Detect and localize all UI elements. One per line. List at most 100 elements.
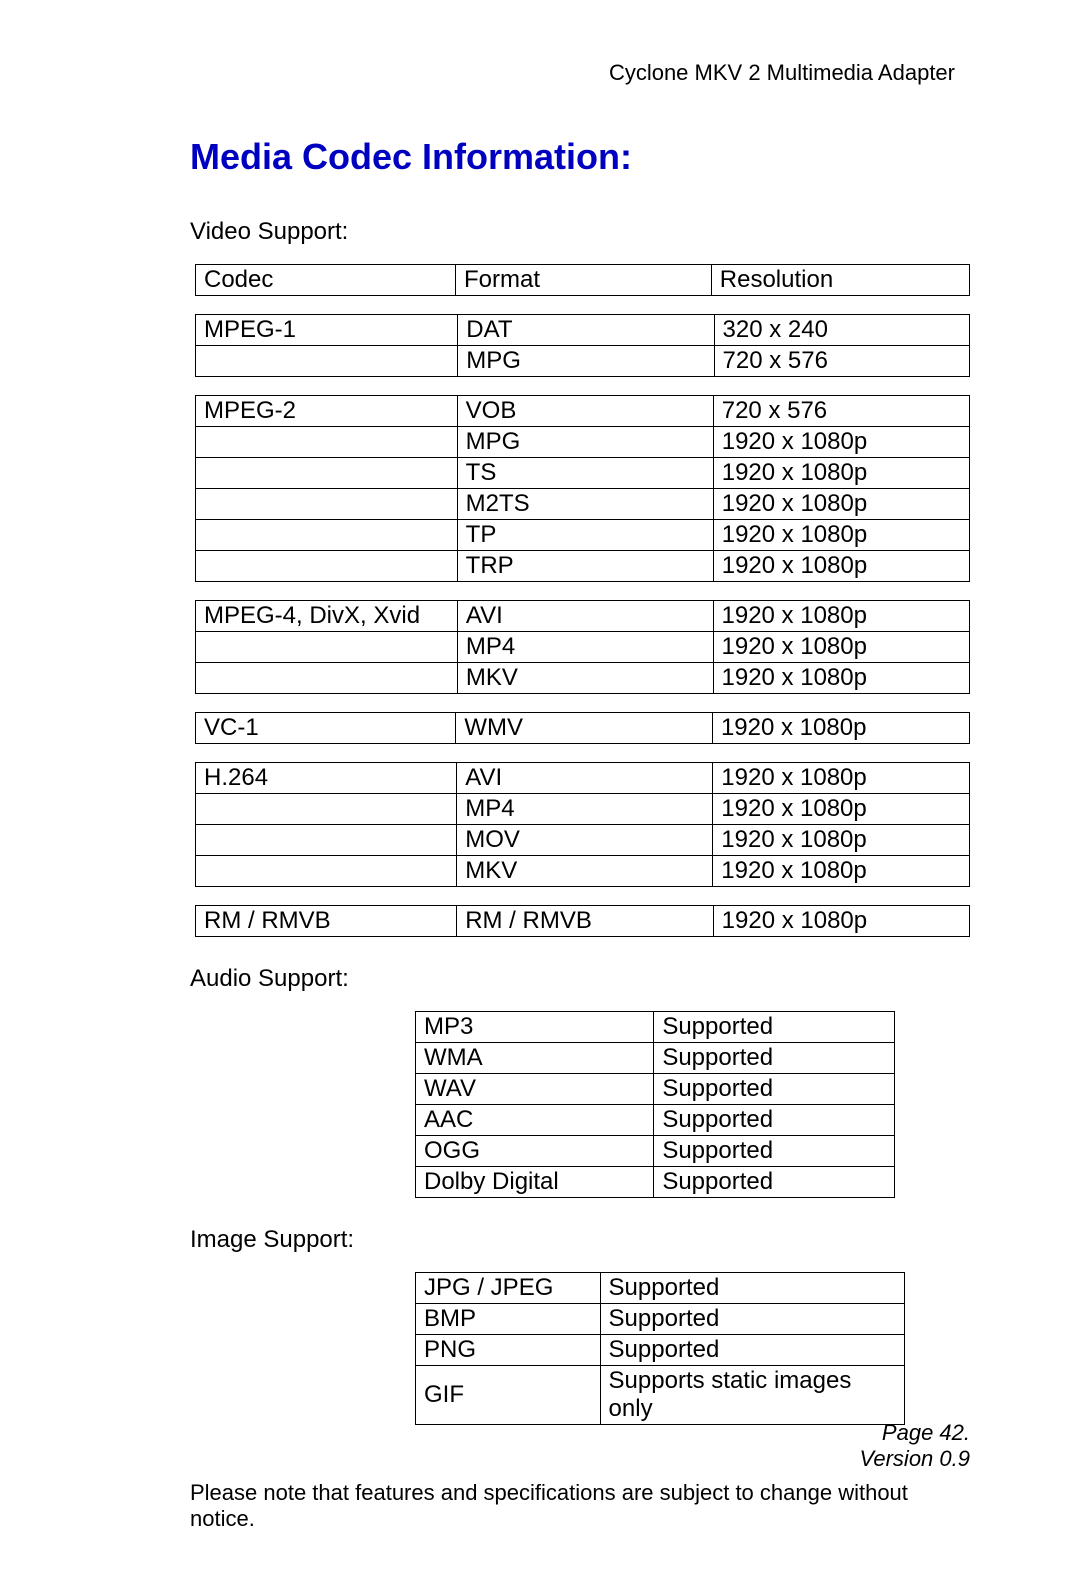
cell-codec: VC-1 [196,713,456,744]
cell-codec: MPEG-1 [196,315,458,346]
cell-audio-format: MP3 [416,1012,654,1043]
cell-format: AVI [457,763,713,794]
cell-image-support: Supported [600,1335,904,1366]
cell-image-format: PNG [416,1335,601,1366]
footnote: Please note that features and specificat… [190,1480,970,1532]
table-row: TRP1920 x 1080p [196,551,970,582]
cell-image-support: Supports static images only [600,1366,904,1425]
cell-resolution: 720 x 576 [713,396,969,427]
table-row: MPEG-1DAT320 x 240 [196,315,970,346]
cell-format: MPG [458,346,714,377]
cell-codec [196,489,458,520]
table-row: MPEG-4, DivX, XvidAVI1920 x 1080p [196,601,970,632]
video-codec-table: MPEG-1DAT320 x 240 MPG720 x 576 [195,314,970,377]
table-row: OGGSupported [416,1136,895,1167]
cell-image-support: Supported [600,1273,904,1304]
table-row: MKV1920 x 1080p [196,856,970,887]
table-row: WAVSupported [416,1074,895,1105]
cell-audio-format: WAV [416,1074,654,1105]
table-row: MKV1920 x 1080p [196,663,970,694]
cell-codec: H.264 [196,763,457,794]
footer-page: Page 42. [860,1420,970,1446]
cell-audio-support: Supported [654,1043,895,1074]
table-row: MPG720 x 576 [196,346,970,377]
cell-codec [196,632,458,663]
cell-resolution: 720 x 576 [714,346,969,377]
cell-codec [196,458,458,489]
cell-codec [196,794,457,825]
cell-image-format: JPG / JPEG [416,1273,601,1304]
cell-codec [196,346,458,377]
cell-codec: MPEG-2 [196,396,458,427]
table-row: TP1920 x 1080p [196,520,970,551]
table-row: JPG / JPEGSupported [416,1273,905,1304]
document-header: Cyclone MKV 2 Multimedia Adapter [190,60,955,86]
audio-section-label: Audio Support: [190,965,970,993]
cell-image-format: BMP [416,1304,601,1335]
table-row: BMPSupported [416,1304,905,1335]
cell-audio-support: Supported [654,1074,895,1105]
table-row: RM / RMVBRM / RMVB1920 x 1080p [196,906,970,937]
cell-audio-format: OGG [416,1136,654,1167]
cell-format: TP [457,520,713,551]
cell-format: VOB [457,396,713,427]
video-header-table: Codec Format Resolution [195,264,970,296]
table-row: MPG1920 x 1080p [196,427,970,458]
table-row: TS1920 x 1080p [196,458,970,489]
table-row: AACSupported [416,1105,895,1136]
cell-audio-support: Supported [654,1012,895,1043]
cell-resolution: 1920 x 1080p [713,551,969,582]
cell-resolution: 1920 x 1080p [713,427,969,458]
cell-format: DAT [458,315,714,346]
cell-resolution: 1920 x 1080p [713,489,969,520]
table-row: PNGSupported [416,1335,905,1366]
table-row: H.264AVI1920 x 1080p [196,763,970,794]
cell-resolution: 1920 x 1080p [713,520,969,551]
cell-audio-support: Supported [654,1105,895,1136]
image-section-label: Image Support: [190,1226,970,1254]
cell-format: MPG [457,427,713,458]
cell-image-format: GIF [416,1366,601,1425]
table-header-row: Codec Format Resolution [196,265,970,296]
footer-version: Version 0.9 [860,1446,970,1472]
cell-codec [196,663,458,694]
cell-codec [196,520,458,551]
cell-codec [196,551,458,582]
cell-format: WMV [456,713,713,744]
cell-format: MP4 [457,794,713,825]
page-footer: Page 42. Version 0.9 [860,1420,970,1472]
cell-resolution: 1920 x 1080p [713,856,970,887]
cell-resolution: 1920 x 1080p [713,601,970,632]
table-row: GIFSupports static images only [416,1366,905,1425]
col-res: Resolution [711,265,969,296]
cell-format: MKV [457,663,713,694]
cell-codec [196,427,458,458]
table-row: MP41920 x 1080p [196,794,970,825]
video-section-label: Video Support: [190,218,970,246]
cell-image-support: Supported [600,1304,904,1335]
cell-resolution: 1920 x 1080p [713,763,970,794]
image-table: JPG / JPEGSupportedBMPSupportedPNGSuppor… [415,1272,905,1425]
cell-codec [196,856,457,887]
table-row: WMASupported [416,1043,895,1074]
cell-format: RM / RMVB [457,906,713,937]
cell-codec: RM / RMVB [196,906,457,937]
page-title: Media Codec Information: [190,136,970,178]
cell-resolution: 320 x 240 [714,315,969,346]
cell-audio-format: WMA [416,1043,654,1074]
video-codec-table: MPEG-2VOB720 x 576 MPG1920 x 1080p TS192… [195,395,970,582]
cell-audio-format: Dolby Digital [416,1167,654,1198]
table-row: MP41920 x 1080p [196,632,970,663]
video-codec-table: RM / RMVBRM / RMVB1920 x 1080p [195,905,970,937]
table-row: MP3Supported [416,1012,895,1043]
col-codec: Codec [196,265,456,296]
video-codec-table: H.264AVI1920 x 1080p MP41920 x 1080p MOV… [195,762,970,887]
cell-format: MP4 [457,632,713,663]
cell-resolution: 1920 x 1080p [713,458,969,489]
table-row: MOV1920 x 1080p [196,825,970,856]
cell-resolution: 1920 x 1080p [713,794,970,825]
table-row: MPEG-2VOB720 x 576 [196,396,970,427]
cell-audio-support: Supported [654,1167,895,1198]
cell-audio-format: AAC [416,1105,654,1136]
cell-resolution: 1920 x 1080p [712,713,969,744]
